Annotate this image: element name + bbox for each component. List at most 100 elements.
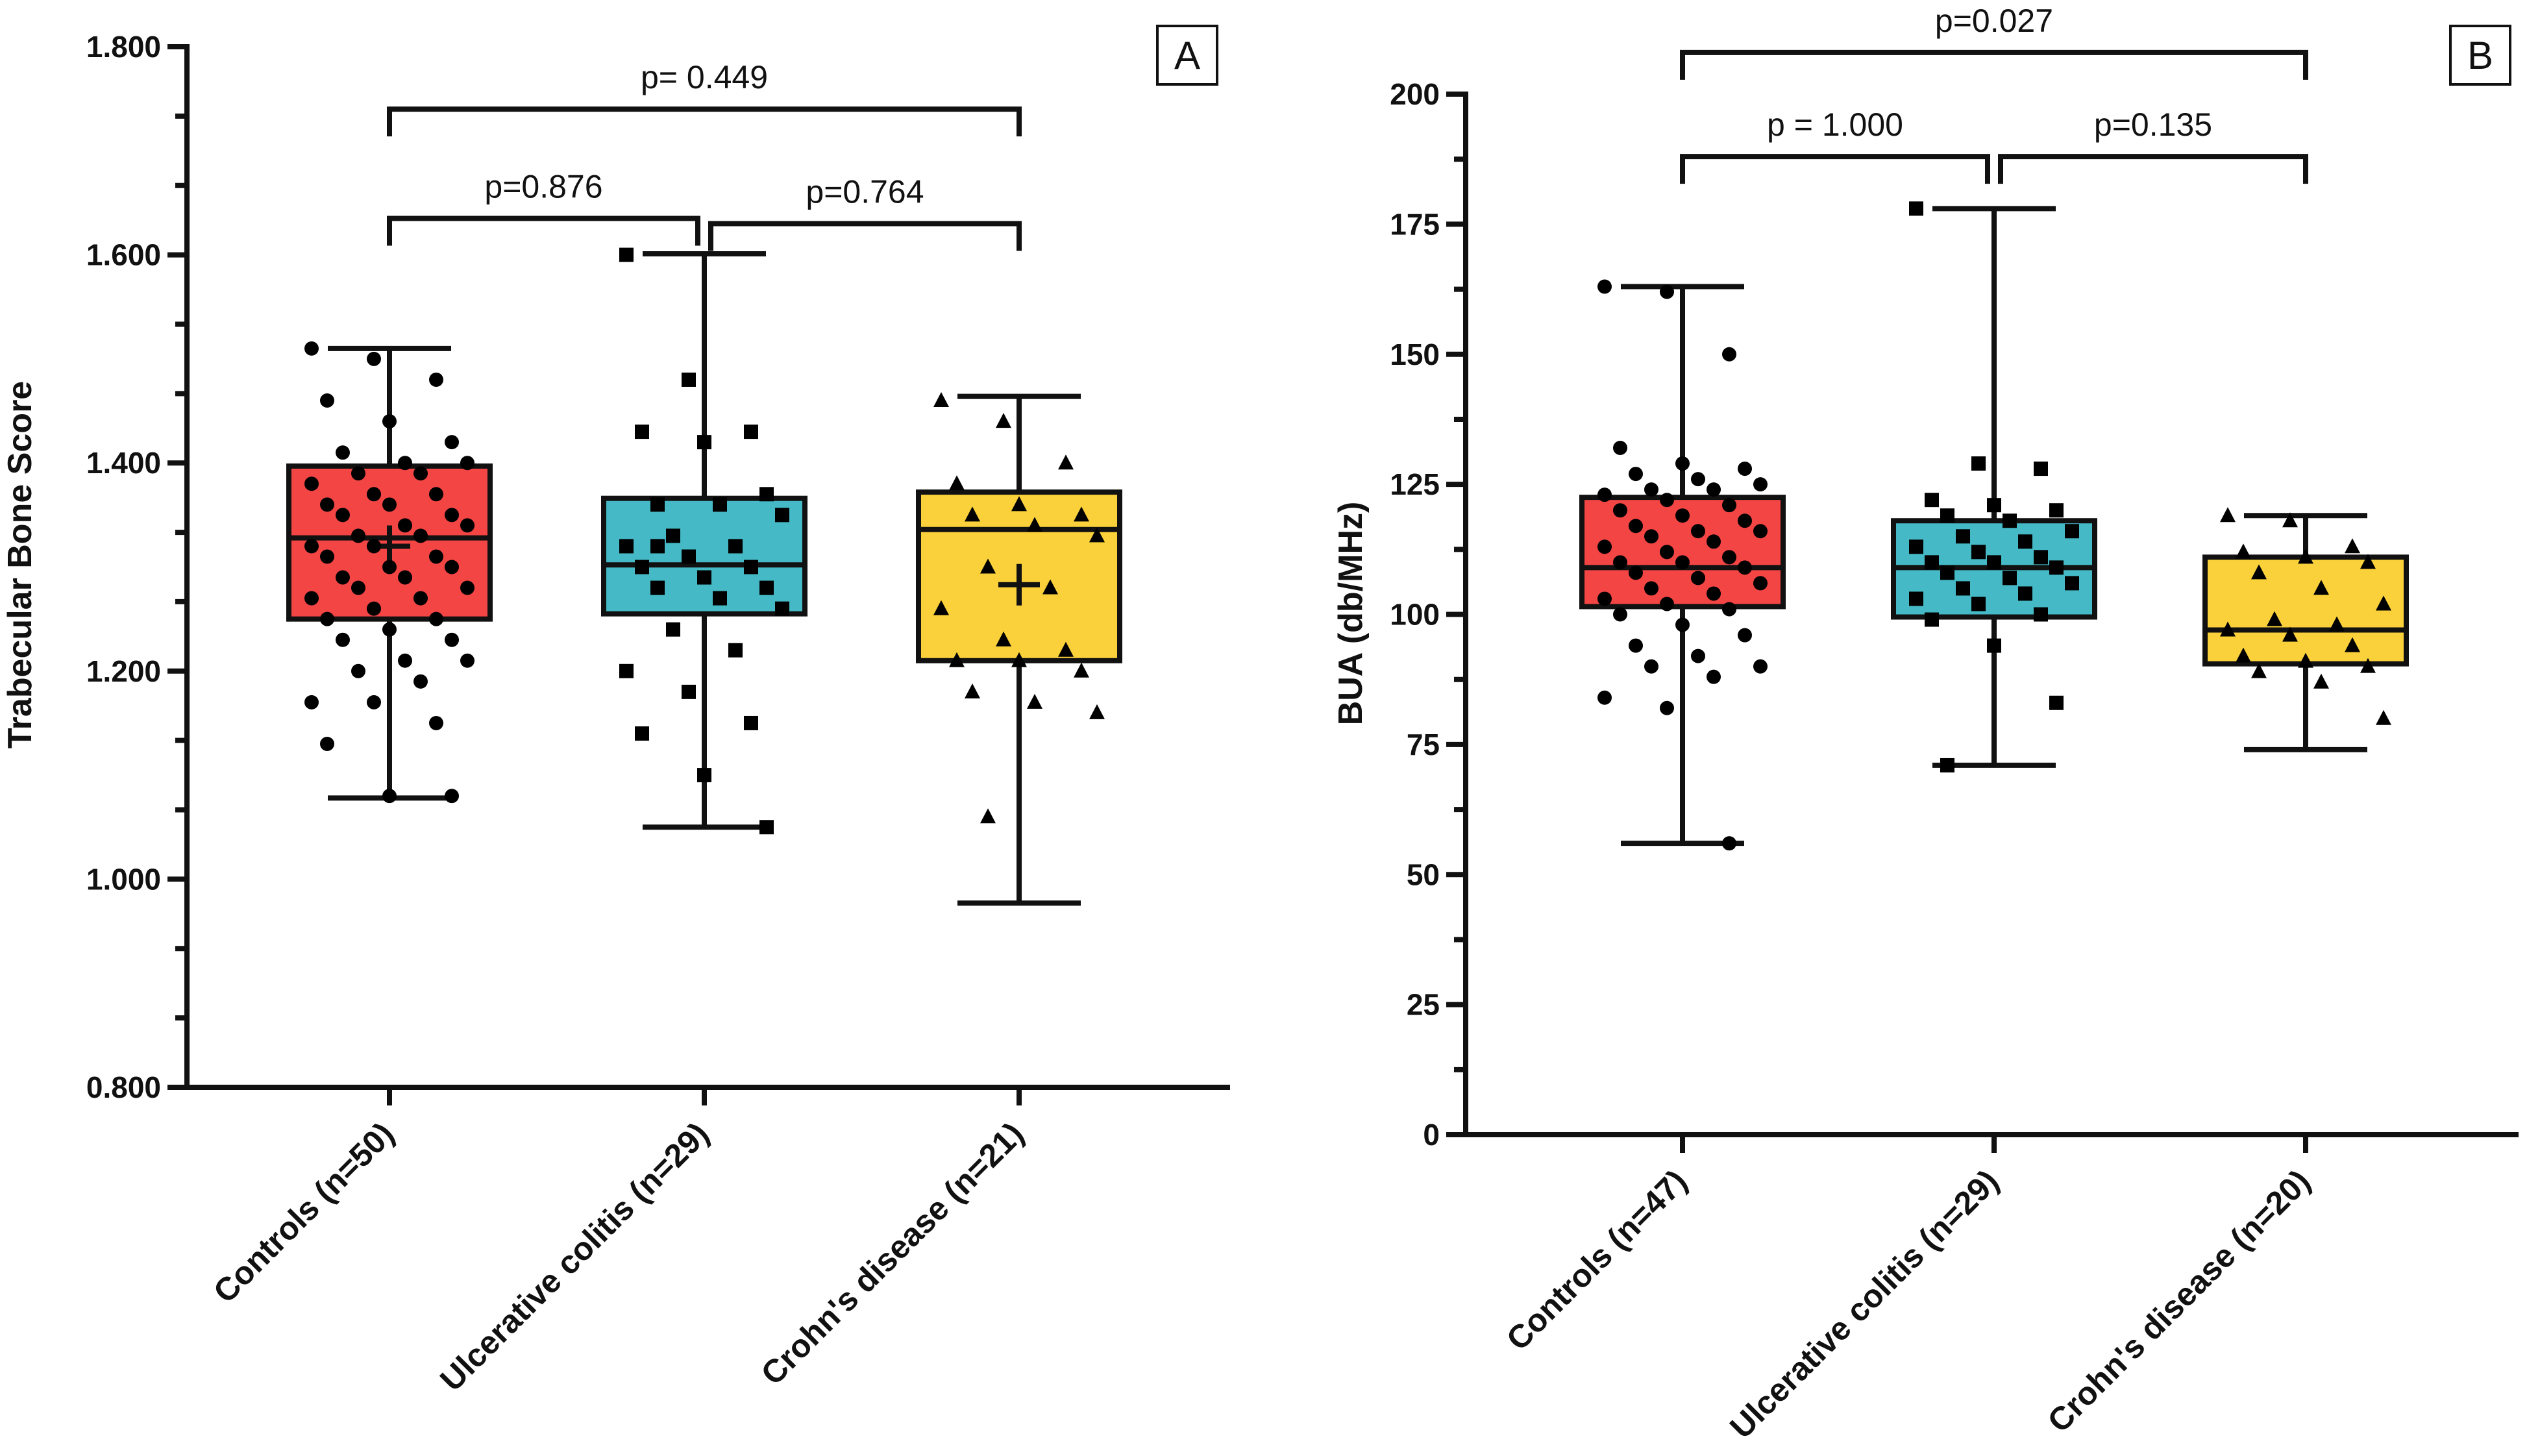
y-tick-label: 1.800 [86,30,161,64]
data-point [2251,663,2267,678]
data-point [1058,454,1074,470]
data-point [775,601,789,616]
data-point [1660,700,1674,715]
bracket-line [1680,49,2308,80]
data-point [1956,529,1970,544]
x-category-label: Ulcerative colitis (n=29) [433,1115,716,1398]
x-category-label: Crohn's disease (n=21) [754,1115,1031,1392]
data-point [2049,695,2064,710]
data-point [1058,641,1074,657]
data-point [1940,508,1954,523]
data-point [413,466,428,481]
data-point [367,487,381,502]
y-tick-label: 175 [1390,207,1440,241]
data-point [1909,539,1923,554]
data-point [320,611,334,626]
data-point [949,652,965,667]
panel-b-bua: 0 25 50 75 100 125 150 175 200 BUA (db/MHz) B Contr… [1332,3,2519,1446]
data-point [1738,628,1752,643]
data-point [1660,284,1674,299]
data-point [2298,549,2313,564]
data-point [2003,513,2017,528]
data-point [2034,550,2048,565]
y-tick-label: 1.600 [86,238,161,272]
data-point [1613,441,1627,456]
data-point [1644,529,1658,544]
data-point [933,392,949,408]
data-point [460,518,475,533]
data-point [1089,704,1105,719]
data-point [1675,508,1690,523]
data-point [1722,602,1736,617]
data-point [980,558,996,574]
data-point [728,539,743,554]
data-point [1613,503,1627,518]
data-point [1753,576,1768,591]
data-point [1987,498,2001,513]
data-point [2049,560,2064,575]
data-point [1597,690,1612,705]
data-point [1707,534,1721,549]
data-point [429,715,443,730]
p-value-label: p= 0.449 [641,59,768,95]
box-group [286,341,493,804]
data-point [1644,659,1658,674]
data-point [445,435,459,450]
data-point [1027,693,1042,709]
data-point [1597,539,1612,554]
data-point [1660,545,1674,560]
y-tick-label: 0 [1423,1118,1440,1152]
y-tick-label: 0.800 [86,1070,161,1104]
data-point [2282,512,2298,528]
data-point [2065,524,2079,539]
data-point [1691,524,1705,539]
data-point [1675,456,1690,471]
data-point [933,600,949,615]
data-point [666,528,680,543]
comparison-bracket: p= 0.449 [387,59,1022,137]
data-point [429,549,443,564]
data-point [775,508,789,523]
data-point [635,560,649,574]
y-tick-label: 200 [1390,77,1440,111]
box-group [601,247,807,835]
data-point [1629,565,1643,580]
p-value-label: p=0.764 [806,174,924,210]
data-point [413,591,428,606]
data-point [1597,487,1612,502]
data-point [304,539,319,554]
data-point [1722,836,1736,851]
data-point [351,580,365,595]
y-tick-label: 1.200 [86,654,161,688]
data-point [1722,550,1736,565]
y-tick-label: 75 [1407,728,1440,761]
data-point [744,560,758,574]
y-axis-title: BUA (db/MHz) [1332,502,1370,726]
data-point [1909,591,1923,606]
data-point [1753,659,1768,674]
data-point [304,695,319,709]
data-point [2329,616,2345,632]
data-point [2236,543,2251,559]
data-point [336,508,350,523]
data-point [744,715,758,730]
data-point [650,539,665,554]
bracket-line [387,106,1022,137]
data-point [1011,652,1027,667]
bracket-line [1998,154,2308,184]
data-point [398,570,412,585]
data-point [2376,709,2391,725]
data-point [1707,586,1721,601]
data-point [759,820,774,835]
data-point [697,570,711,585]
data-point [320,393,334,408]
x-category-label: Crohn's disease (n=20) [2041,1163,2317,1439]
data-point [2345,538,2360,554]
data-point [304,476,319,491]
data-point [413,528,428,543]
data-point [635,726,649,741]
data-point [1597,279,1612,294]
p-value-label: p = 1.000 [1767,106,1903,143]
data-point [996,631,1011,647]
panel-letter-box [1156,25,1218,86]
